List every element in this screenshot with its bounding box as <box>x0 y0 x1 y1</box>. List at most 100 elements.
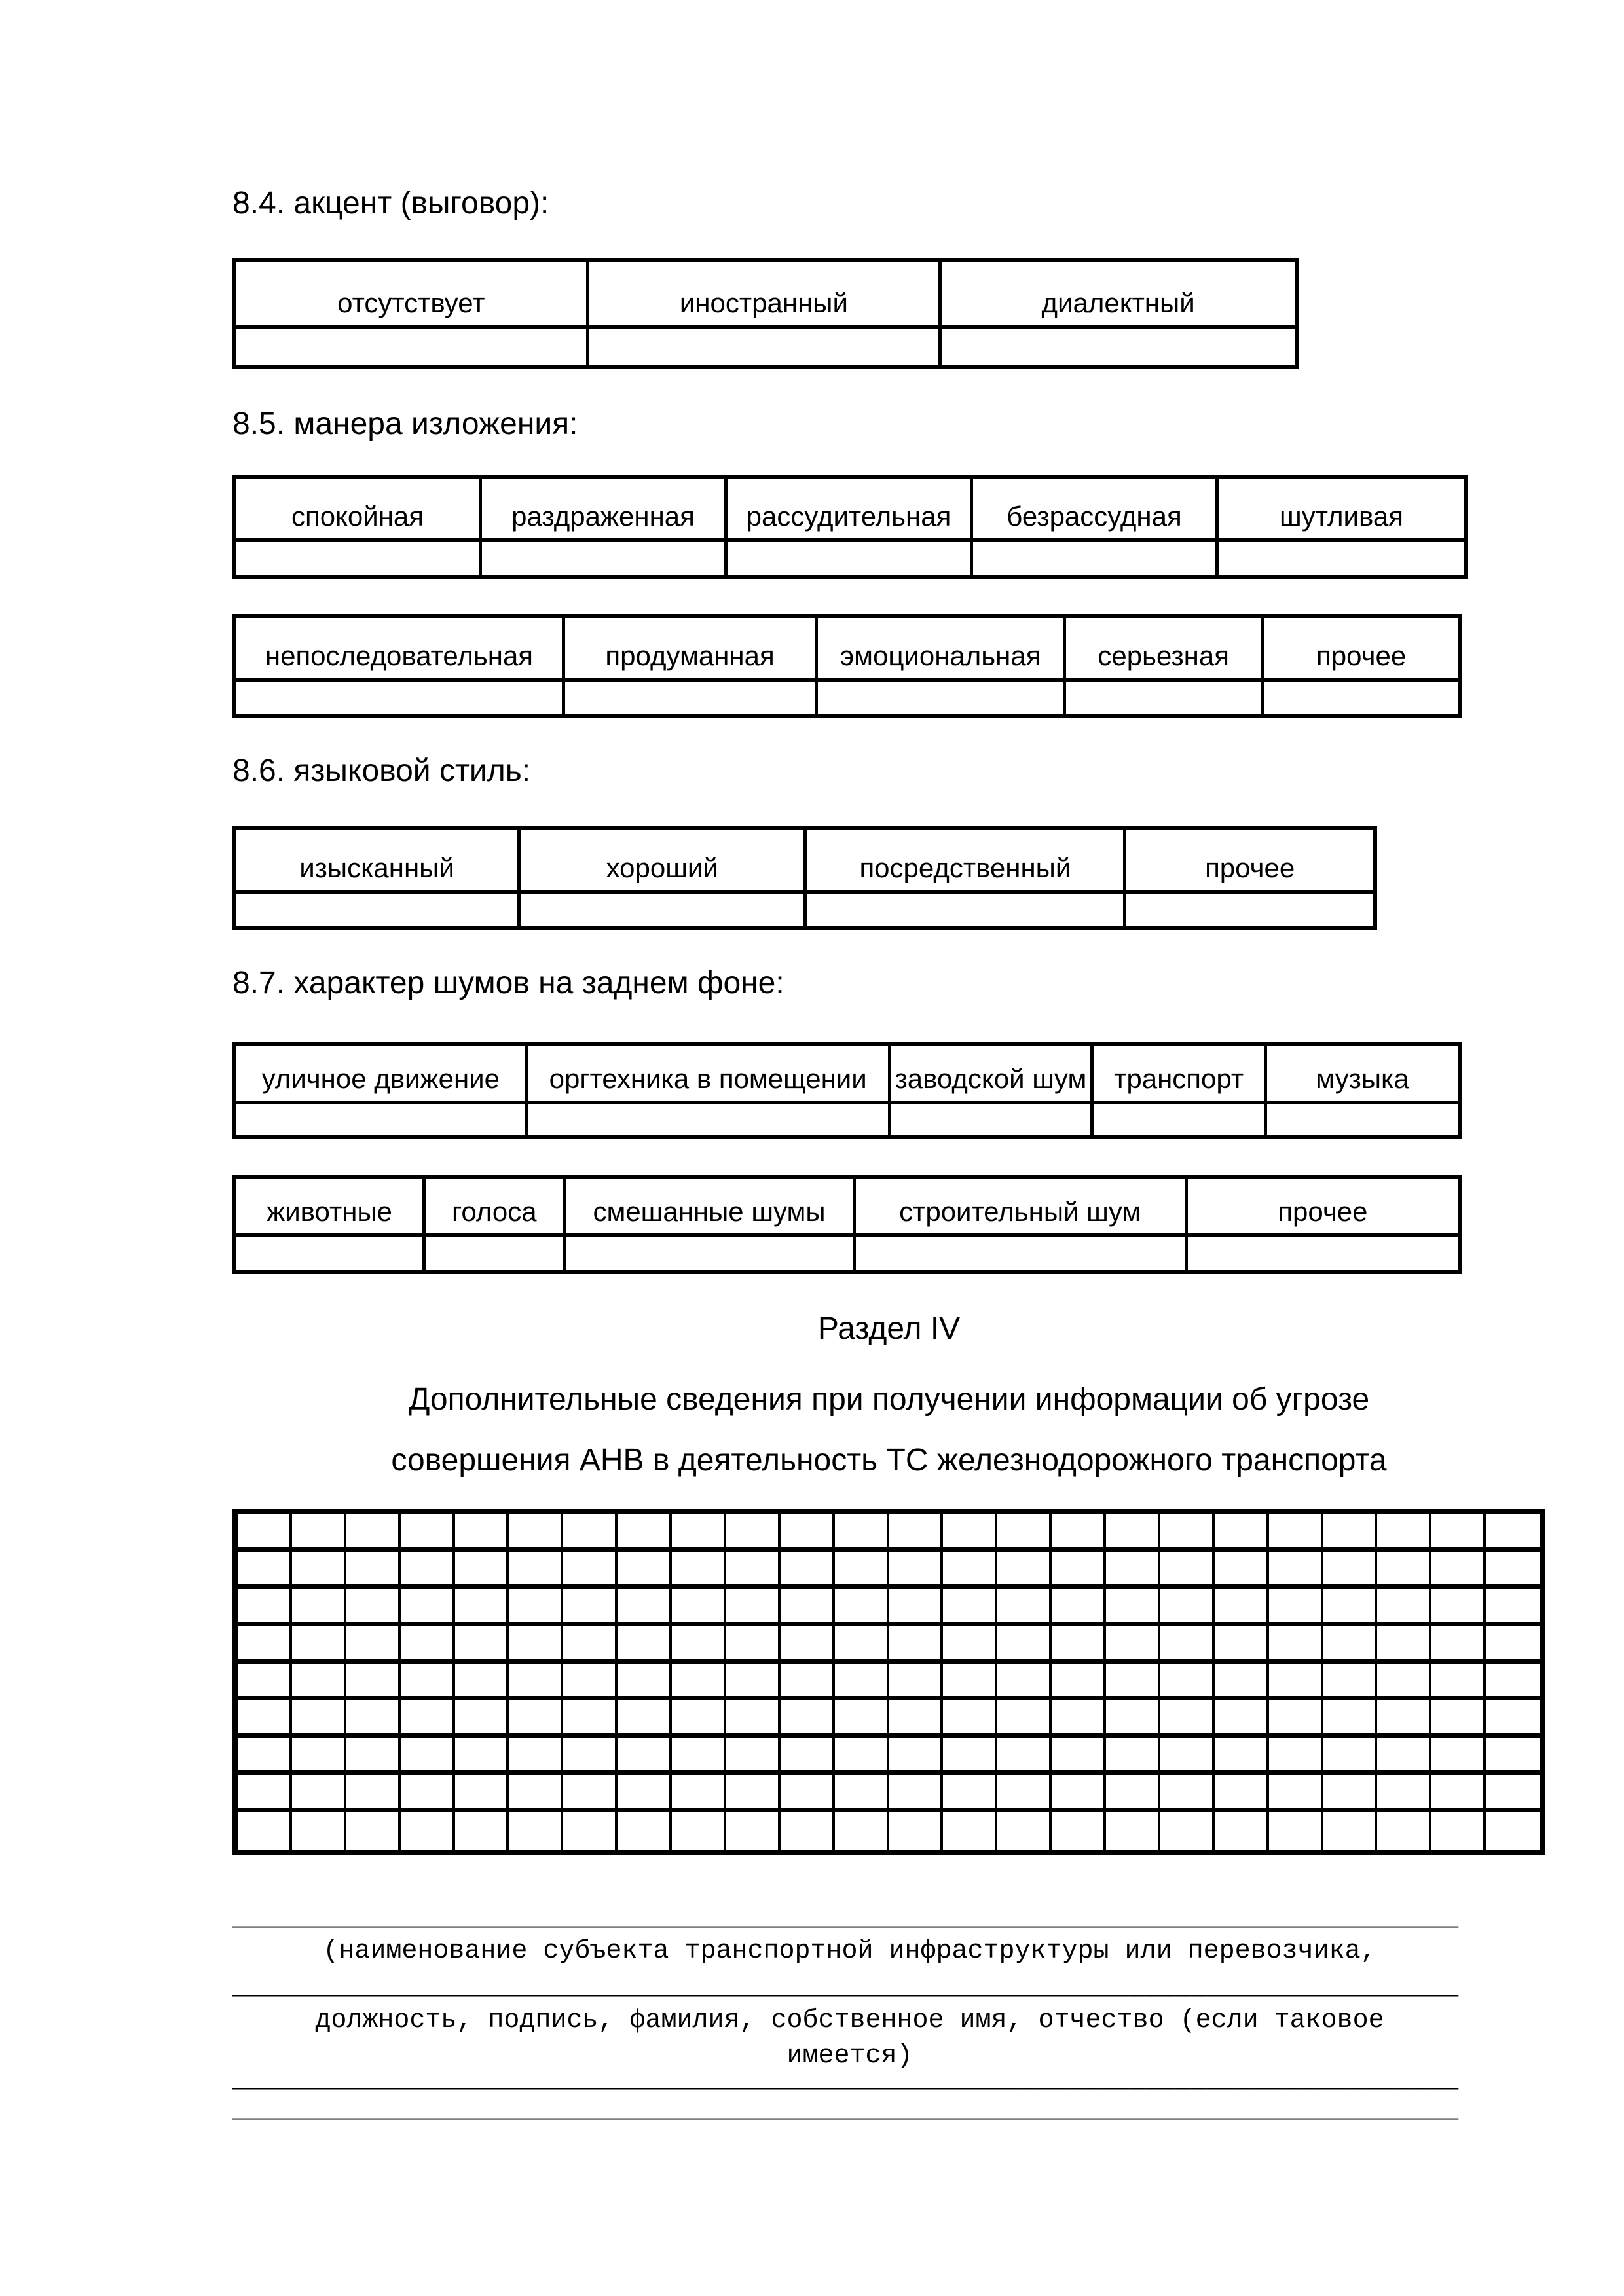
grid-cell <box>454 1775 509 1813</box>
grid-cell <box>1160 1626 1215 1664</box>
grid-cell <box>1323 1700 1378 1738</box>
option-label: строительный шум <box>855 1179 1185 1237</box>
grid-cell <box>889 1738 944 1776</box>
grid-cell <box>997 1588 1052 1626</box>
grid-cell <box>1214 1700 1269 1738</box>
grid-cell <box>1268 1663 1323 1701</box>
grid-cell <box>1052 1551 1106 1589</box>
option-label: диалектный <box>942 262 1295 329</box>
grid-cell <box>943 1626 998 1664</box>
noise-options-table-2: животные голоса смешанные шумы строительный… <box>232 1175 1462 1274</box>
grid-cell <box>1052 1588 1106 1626</box>
option-column: продуманная <box>564 618 819 714</box>
grid-cell <box>618 1775 672 1813</box>
option-column: раздраженная <box>482 479 728 575</box>
grid-cell <box>1052 1738 1106 1776</box>
grid-cell <box>346 1738 401 1776</box>
option-answer-cell <box>426 1237 563 1270</box>
grid-cell <box>238 1775 292 1813</box>
grid-cell <box>563 1588 618 1626</box>
grid-cell <box>1215 1812 1269 1850</box>
style-options-table: изысканный хороший посредственный прочее <box>232 826 1377 930</box>
option-answer-cell <box>236 894 517 926</box>
grid-cell <box>1486 1775 1540 1813</box>
grid-cell <box>672 1775 726 1813</box>
grid-cell <box>1106 1812 1160 1850</box>
option-label: безрассудная <box>973 479 1215 542</box>
option-label: голоса <box>426 1179 563 1237</box>
grid-cell <box>1377 1663 1432 1701</box>
grid-cell <box>238 1514 292 1552</box>
grid-cell <box>454 1626 509 1664</box>
option-column: шутливая <box>1219 479 1464 575</box>
option-column: хороший <box>521 830 807 926</box>
option-answer-cell <box>973 542 1215 575</box>
option-label: хороший <box>521 830 804 894</box>
grid-cell <box>780 1514 835 1552</box>
grid-cell <box>1486 1812 1540 1850</box>
grid-cell <box>780 1775 835 1813</box>
grid-cell <box>1160 1663 1215 1701</box>
grid-cell <box>454 1551 509 1589</box>
option-answer-cell <box>589 329 939 365</box>
option-answer-cell <box>528 1104 888 1135</box>
grid-cell <box>780 1588 835 1626</box>
grid-cell <box>291 1514 346 1552</box>
manner-options-table-1: спокойная раздраженная рассудительная безра… <box>232 475 1468 579</box>
footer-caption-position-cont: имеется) <box>786 2041 913 2071</box>
grid-cell <box>238 1588 292 1626</box>
option-answer-cell <box>1094 1104 1264 1135</box>
grid-cell <box>563 1775 618 1813</box>
signature-line-3: ________________________________________… <box>232 2066 1459 2095</box>
grid-cell <box>618 1588 672 1626</box>
grid-cell <box>1106 1626 1160 1664</box>
section-heading-8-6: 8.6. языковой стиль: <box>232 754 531 788</box>
grid-cell <box>291 1663 346 1701</box>
grid-cell <box>618 1738 672 1776</box>
grid-cell <box>1214 1775 1269 1813</box>
grid-cell <box>726 1775 781 1813</box>
grid-cell <box>1268 1738 1323 1776</box>
grid-cell <box>454 1663 509 1701</box>
footer-caption-entity: (наименование субъекта транспортной инфр… <box>323 1937 1376 1966</box>
grid-cell <box>509 1588 564 1626</box>
option-label: изысканный <box>236 830 517 894</box>
grid-cell <box>672 1663 726 1701</box>
grid-cell <box>291 1738 346 1776</box>
grid-cell <box>1214 1626 1269 1664</box>
grid-cell <box>889 1700 944 1738</box>
option-answer-cell <box>236 329 586 365</box>
option-answer-cell <box>1126 894 1373 926</box>
grid-cell <box>291 1700 346 1738</box>
grid-cell <box>509 1551 564 1589</box>
grid-cell <box>889 1775 944 1813</box>
option-label: шутливая <box>1219 479 1464 542</box>
grid-cell <box>1431 1700 1486 1738</box>
grid-cell <box>1431 1588 1486 1626</box>
option-column: посредственный <box>807 830 1127 926</box>
option-label: музыка <box>1267 1046 1458 1104</box>
grid-cell <box>400 1700 455 1738</box>
grid-cell <box>1106 1588 1160 1626</box>
option-column: смешанные шумы <box>566 1179 856 1270</box>
grid-cell <box>1160 1775 1215 1813</box>
grid-cell <box>1323 1588 1378 1626</box>
grid-cell <box>781 1812 835 1850</box>
grid-cell <box>618 1514 672 1552</box>
option-column: изысканный <box>236 830 521 926</box>
grid-cell <box>563 1551 618 1589</box>
grid-cell <box>997 1700 1052 1738</box>
signature-line-2: ________________________________________… <box>232 1973 1459 2002</box>
grid-cell <box>238 1551 292 1589</box>
accent-options-table: отсутствует иностранный диалектный <box>232 258 1299 369</box>
option-answer-cell <box>1219 542 1464 575</box>
option-column: спокойная <box>236 479 482 575</box>
grid-cell <box>726 1514 781 1552</box>
grid-cell <box>1052 1626 1106 1664</box>
option-column: прочее <box>1264 618 1458 714</box>
grid-cell <box>1268 1626 1323 1664</box>
grid-cell <box>1052 1700 1106 1738</box>
grid-cell <box>1268 1514 1323 1552</box>
option-label: транспорт <box>1094 1046 1264 1104</box>
grid-cell <box>834 1738 889 1776</box>
